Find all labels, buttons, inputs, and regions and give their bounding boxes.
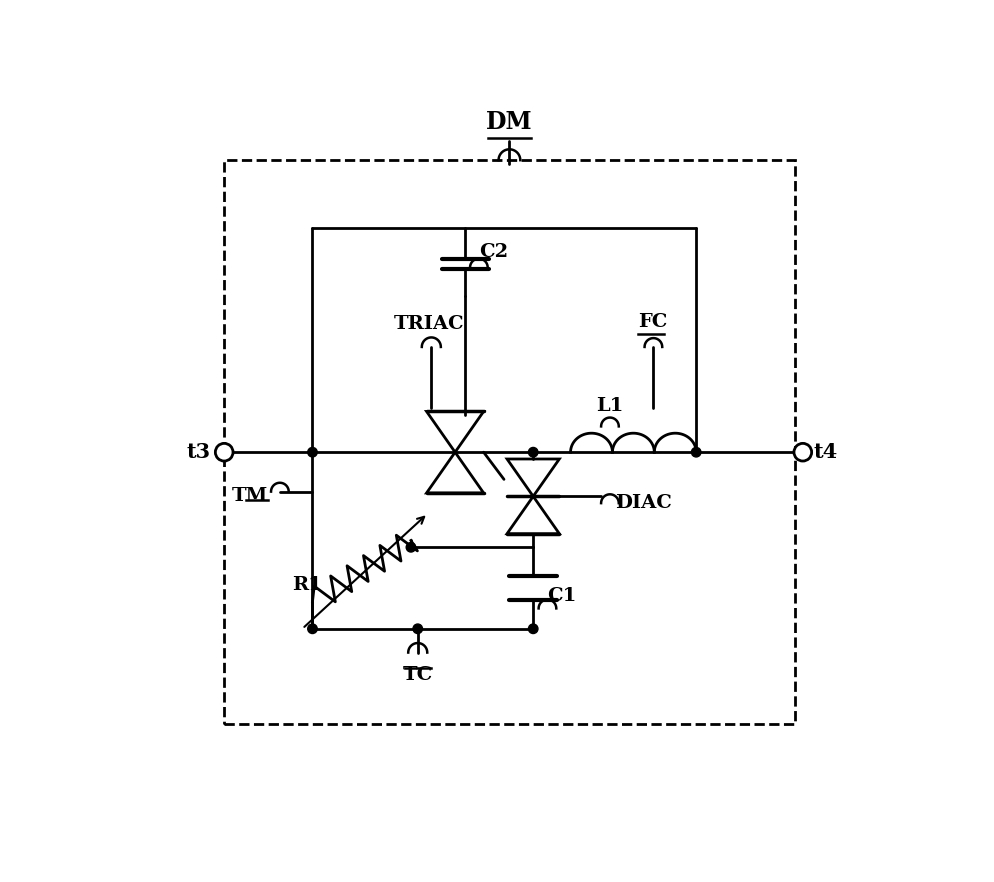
Text: TRIAC: TRIAC xyxy=(394,316,464,333)
Circle shape xyxy=(308,447,317,457)
Text: DIAC: DIAC xyxy=(614,494,672,512)
Circle shape xyxy=(794,444,812,461)
Circle shape xyxy=(692,447,701,457)
Text: TC: TC xyxy=(403,666,432,684)
Bar xyxy=(225,161,794,724)
Circle shape xyxy=(529,624,538,633)
Circle shape xyxy=(216,444,233,461)
Circle shape xyxy=(413,624,422,633)
Circle shape xyxy=(529,447,538,457)
Text: t3: t3 xyxy=(186,442,211,462)
Text: t4: t4 xyxy=(813,442,837,462)
Circle shape xyxy=(407,542,415,552)
Text: L1: L1 xyxy=(596,397,623,415)
Text: TM: TM xyxy=(232,488,268,505)
Text: FC: FC xyxy=(638,313,668,332)
Text: DM: DM xyxy=(486,110,533,134)
Text: C1: C1 xyxy=(547,587,577,605)
Text: C2: C2 xyxy=(479,243,508,261)
Text: R1: R1 xyxy=(292,576,322,594)
Circle shape xyxy=(308,624,317,633)
